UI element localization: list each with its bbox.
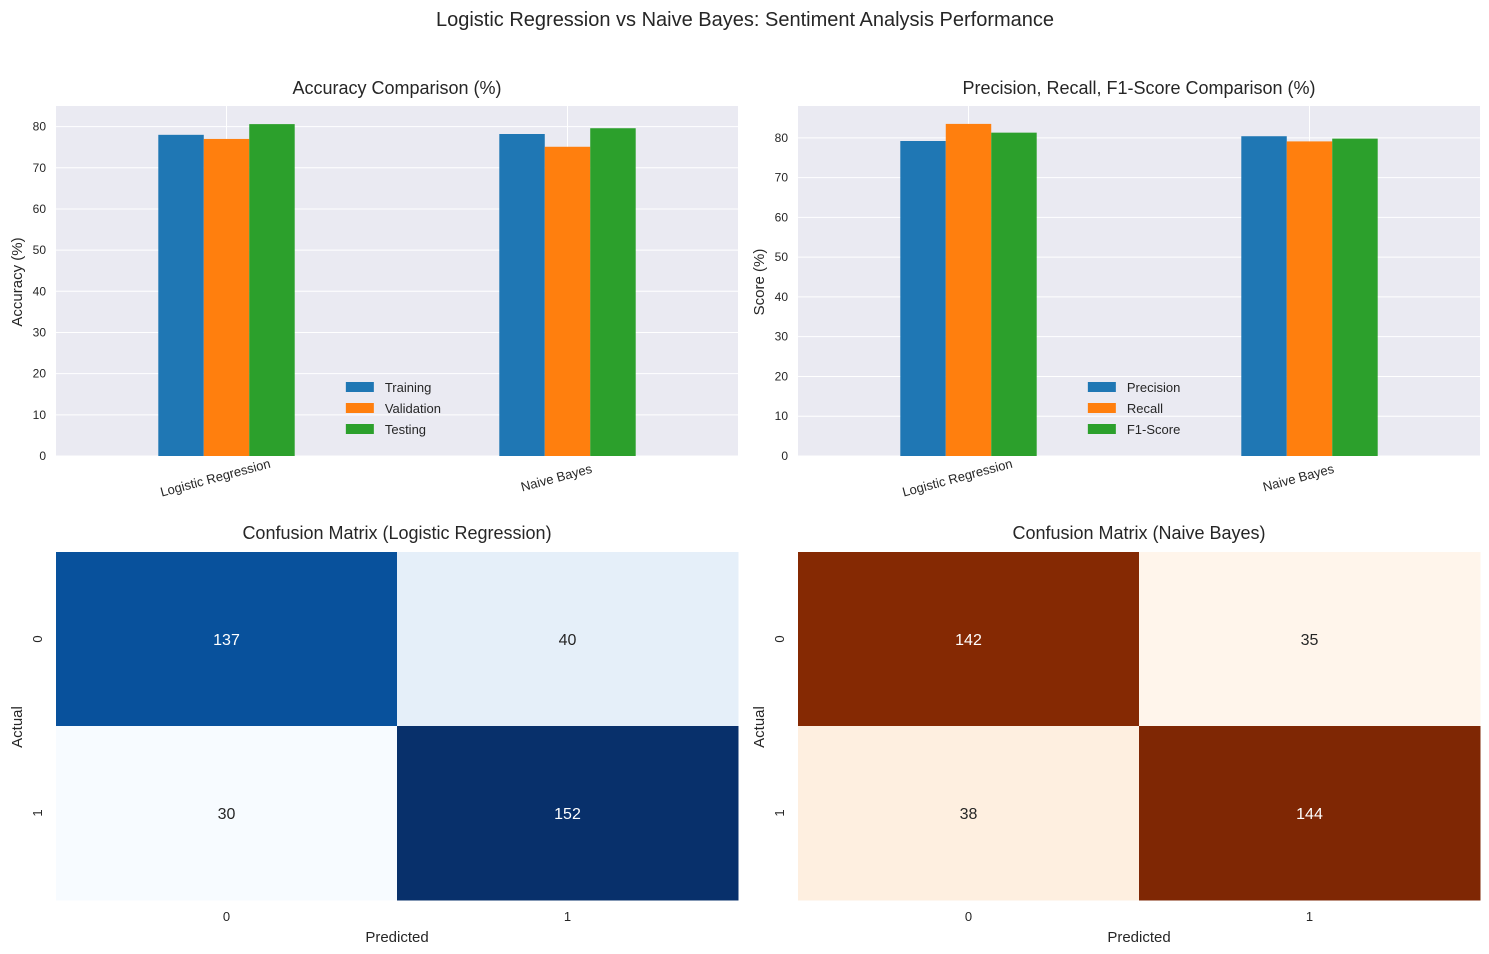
legend-label-validation: Validation — [385, 401, 441, 416]
y-tick-label: 20 — [33, 367, 47, 381]
cell-1-1 — [397, 726, 739, 901]
y-tick-label: 20 — [775, 369, 789, 383]
confusion-matrix-nb: Confusion Matrix (Naive Bayes) Predicted… — [751, 523, 1481, 946]
bar-f1-score-logistic-regression — [991, 132, 1037, 457]
cell-0-1 — [397, 552, 739, 727]
cm-lr-ylabel: Actual — [9, 706, 26, 748]
cm-nb-plot: 142 35 38 144 0 1 0 1 — [772, 552, 1481, 924]
accuracy-chart-ylabel: Accuracy (%) — [9, 237, 26, 326]
y-tick-label: 40 — [33, 284, 47, 298]
cell-value-1-1: 152 — [554, 806, 581, 823]
y-tick-label: 70 — [775, 171, 789, 185]
y-tick-label: 10 — [775, 409, 789, 423]
prf-chart: Precision, Recall, F1-Score Comparison (… — [751, 78, 1480, 500]
cell-value-1-1: 144 — [1296, 806, 1323, 823]
bar-training-naive-bayes — [499, 134, 545, 456]
cell-1-0 — [798, 726, 1140, 901]
legend-label-training: Training — [385, 380, 431, 395]
y-tick-label: 40 — [775, 290, 789, 304]
cm-lr-plot: 137 40 30 152 0 1 0 1 — [30, 552, 739, 924]
bar-f1-score-naive-bayes — [1332, 138, 1378, 456]
bar-precision-naive-bayes — [1241, 136, 1287, 456]
cell-0-1 — [1139, 552, 1481, 727]
cell-value-1-0: 38 — [960, 806, 978, 823]
y-tick-label: 50 — [33, 243, 47, 257]
legend-label-precision: Precision — [1127, 380, 1180, 395]
legend-label-testing: Testing — [385, 422, 426, 437]
cell-value-0-0: 137 — [213, 632, 240, 649]
y-tick-label-1: 1 — [772, 809, 787, 816]
cm-nb-title: Confusion Matrix (Naive Bayes) — [1012, 523, 1265, 543]
bar-precision-logistic-regression — [900, 141, 946, 456]
bar-validation-logistic-regression — [203, 138, 250, 457]
y-tick-label: 60 — [33, 202, 47, 216]
legend-swatch-f1-score — [1087, 424, 1116, 434]
cell-0-0 — [798, 552, 1140, 727]
bar-recall-naive-bayes — [1286, 141, 1333, 457]
confusion-matrix-lr: Confusion Matrix (Logistic Regression) P… — [9, 523, 739, 946]
x-tick-label-naive-bayes: Naive Bayes — [519, 461, 594, 495]
y-tick-label: 30 — [33, 325, 47, 339]
y-tick-label-0: 0 — [30, 635, 45, 642]
bar-testing-logistic-regression — [249, 124, 295, 456]
legend-swatch-precision — [1087, 382, 1116, 392]
x-tick-label-1: 1 — [1306, 909, 1313, 924]
y-tick-label: 0 — [39, 449, 46, 463]
prf-legend: Precision Recall F1-Score — [1087, 380, 1180, 437]
cell-value-1-0: 30 — [218, 806, 236, 823]
y-tick-label: 60 — [775, 210, 789, 224]
y-tick-label: 80 — [33, 120, 47, 134]
prf-chart-ylabel: Score (%) — [751, 249, 768, 316]
cell-value-0-0: 142 — [955, 632, 982, 649]
cm-lr-title: Confusion Matrix (Logistic Regression) — [242, 523, 551, 543]
x-tick-label-naive-bayes: Naive Bayes — [1261, 461, 1336, 495]
bar-training-logistic-regression — [158, 134, 204, 456]
y-tick-label-1: 1 — [30, 809, 45, 816]
x-tick-label-logistic-regression: Logistic Regression — [901, 456, 1014, 500]
cm-nb-ylabel: Actual — [751, 706, 768, 748]
bar-validation-naive-bayes — [544, 146, 591, 456]
cm-nb-xlabel: Predicted — [1107, 929, 1170, 946]
x-tick-label-logistic-regression: Logistic Regression — [159, 456, 272, 500]
cell-value-0-1: 35 — [1301, 632, 1319, 649]
prf-plot: 0 10 20 30 40 50 60 70 80 Logistic Regression Naiv… — [775, 106, 1480, 500]
cell-value-0-1: 40 — [559, 632, 577, 649]
prf-chart-title: Precision, Recall, F1-Score Comparison (… — [962, 78, 1315, 98]
cell-1-0 — [56, 726, 398, 901]
bar-testing-naive-bayes — [590, 128, 636, 456]
legend-swatch-testing — [345, 424, 374, 434]
legend-label-f1-score: F1-Score — [1127, 422, 1180, 437]
legend-swatch-recall — [1087, 403, 1116, 413]
cm-lr-xlabel: Predicted — [365, 929, 428, 946]
x-tick-label-0: 0 — [223, 909, 230, 924]
accuracy-chart-title: Accuracy Comparison (%) — [292, 78, 501, 98]
y-tick-label: 0 — [781, 449, 788, 463]
y-tick-label: 50 — [775, 250, 789, 264]
y-tick-label: 70 — [33, 161, 47, 175]
accuracy-plot: 0 10 20 30 40 50 60 70 80 Logistic Regression Naiv… — [33, 106, 738, 500]
x-tick-label-0: 0 — [965, 909, 972, 924]
x-tick-label-1: 1 — [564, 909, 571, 924]
bar-recall-logistic-regression — [945, 123, 992, 456]
figure-title: Logistic Regression vs Naive Bayes: Sent… — [436, 9, 1054, 31]
y-tick-label: 30 — [775, 330, 789, 344]
cell-0-0 — [56, 552, 398, 727]
legend-label-recall: Recall — [1127, 401, 1163, 416]
cell-1-1 — [1139, 726, 1481, 901]
accuracy-legend: Training Validation Testing — [345, 380, 441, 437]
y-tick-label: 80 — [775, 131, 789, 145]
accuracy-chart: Accuracy Comparison (%) Accuracy (%) 0 10… — [9, 78, 738, 500]
y-tick-label-0: 0 — [772, 635, 787, 642]
legend-swatch-training — [345, 382, 374, 392]
legend-swatch-validation — [345, 403, 374, 413]
y-tick-label: 10 — [33, 408, 47, 422]
